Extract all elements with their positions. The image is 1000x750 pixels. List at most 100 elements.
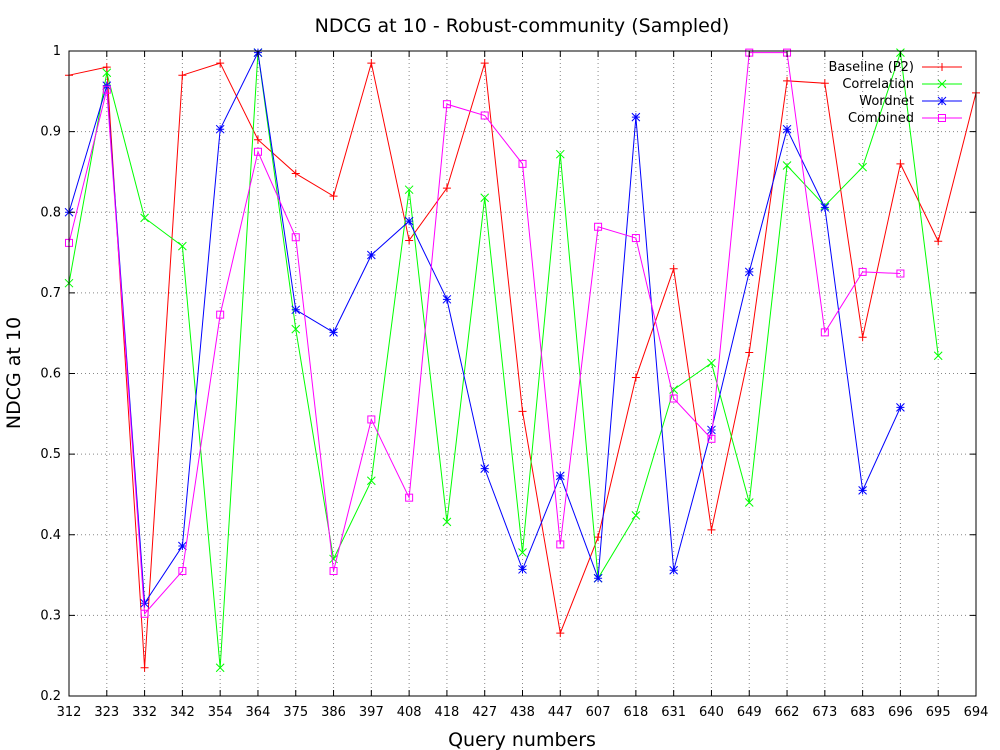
data-point bbox=[669, 264, 678, 273]
data-point bbox=[594, 222, 603, 231]
y-tick-label: 0.9 bbox=[40, 125, 61, 140]
data-point bbox=[858, 162, 867, 172]
data-point bbox=[480, 111, 489, 120]
x-tick-label: 673 bbox=[812, 705, 837, 720]
x-tick-label: 354 bbox=[208, 705, 233, 720]
x-tick-label: 375 bbox=[283, 705, 308, 720]
legend-marker bbox=[938, 63, 946, 71]
x-axis-title: Query numbers bbox=[448, 729, 596, 750]
legend-item: Wordnet bbox=[859, 94, 962, 109]
data-point bbox=[631, 234, 640, 243]
data-point bbox=[820, 79, 829, 88]
x-tick-label: 323 bbox=[94, 705, 119, 720]
data-point bbox=[366, 476, 376, 486]
data-point bbox=[594, 533, 603, 542]
data-point bbox=[102, 81, 112, 91]
data-point bbox=[366, 250, 376, 260]
data-point bbox=[480, 59, 489, 68]
x-tick-label: 397 bbox=[359, 705, 384, 720]
data-point bbox=[442, 184, 451, 193]
data-point bbox=[782, 161, 792, 170]
axis-ticks: 0.2 0.3 0.4 0.5 0.6 0.7 0.8 0.9 1 312 323 332 342 354… bbox=[40, 44, 988, 720]
data-point bbox=[178, 241, 187, 251]
x-tick-label: 342 bbox=[170, 705, 195, 720]
x-tick-label: 640 bbox=[699, 705, 724, 720]
data-point bbox=[631, 373, 640, 382]
legend-label: Combined bbox=[848, 111, 914, 126]
x-tick-label: 631 bbox=[661, 705, 686, 720]
data-point bbox=[140, 213, 149, 223]
data-point bbox=[216, 59, 225, 68]
data-point bbox=[215, 663, 225, 673]
data-point bbox=[555, 471, 565, 481]
data-point bbox=[291, 233, 300, 242]
data-point bbox=[442, 100, 451, 109]
data-point bbox=[669, 394, 678, 403]
data-point bbox=[896, 159, 905, 168]
legend-item: Correlation bbox=[842, 77, 962, 92]
data-point bbox=[178, 541, 187, 551]
data-point bbox=[102, 85, 111, 94]
data-point bbox=[707, 434, 716, 443]
data-point bbox=[291, 169, 300, 178]
data-point bbox=[442, 294, 452, 304]
data-point bbox=[896, 269, 905, 278]
data-point bbox=[215, 124, 225, 134]
data-point bbox=[555, 149, 565, 159]
legend-label: Correlation bbox=[842, 77, 914, 92]
legend-marker bbox=[937, 96, 947, 106]
x-tick-label: 695 bbox=[926, 705, 951, 720]
data-point bbox=[933, 351, 943, 361]
data-point bbox=[858, 486, 867, 495]
y-tick-label: 0.2 bbox=[40, 689, 61, 704]
y-tick-label: 0.4 bbox=[40, 528, 61, 543]
x-tick-label: 427 bbox=[472, 705, 497, 720]
data-point bbox=[631, 112, 641, 122]
legend-label: Wordnet bbox=[859, 94, 914, 109]
series-line bbox=[68, 52, 901, 615]
y-tick-label: 0.6 bbox=[40, 367, 61, 382]
x-tick-label: 696 bbox=[888, 705, 913, 720]
x-tick-label: 607 bbox=[586, 705, 611, 720]
data-point bbox=[253, 147, 262, 156]
data-point bbox=[518, 565, 527, 574]
data-point bbox=[367, 415, 376, 424]
legend-marker bbox=[937, 79, 947, 89]
data-point bbox=[480, 464, 490, 473]
x-tick-label: 332 bbox=[132, 705, 157, 720]
data-point bbox=[518, 159, 527, 168]
data-point bbox=[102, 63, 111, 72]
data-point bbox=[518, 548, 527, 557]
x-tick-label: 408 bbox=[397, 705, 422, 720]
x-tick-label: 662 bbox=[775, 705, 800, 720]
x-tick-label: 447 bbox=[548, 705, 573, 720]
data-point bbox=[518, 407, 527, 416]
data-point bbox=[934, 237, 943, 246]
data-point bbox=[405, 236, 414, 245]
y-axis-title: NDCG at 10 bbox=[3, 317, 25, 429]
x-tick-label: 618 bbox=[623, 705, 648, 720]
x-tick-label: 418 bbox=[435, 705, 460, 720]
series-layer bbox=[64, 48, 980, 673]
legend: Baseline (P2) Correlation Wordnet Combined bbox=[828, 60, 962, 126]
data-point bbox=[253, 135, 262, 144]
data-point bbox=[745, 348, 754, 357]
series-combined bbox=[65, 48, 905, 618]
y-tick-label: 0.7 bbox=[40, 286, 61, 301]
data-point bbox=[744, 267, 754, 277]
data-point bbox=[782, 124, 792, 134]
x-tick-label: 683 bbox=[850, 705, 875, 720]
data-point bbox=[820, 203, 830, 212]
data-point bbox=[367, 59, 376, 68]
legend-item: Baseline (P2) bbox=[828, 60, 962, 75]
x-tick-label: 312 bbox=[57, 705, 82, 720]
y-tick-label: 0.3 bbox=[40, 608, 61, 623]
data-point bbox=[783, 76, 792, 85]
data-point bbox=[404, 185, 414, 195]
data-point bbox=[707, 425, 716, 435]
data-point bbox=[744, 498, 754, 507]
data-point bbox=[593, 573, 603, 583]
legend-label: Baseline (P2) bbox=[828, 60, 914, 75]
